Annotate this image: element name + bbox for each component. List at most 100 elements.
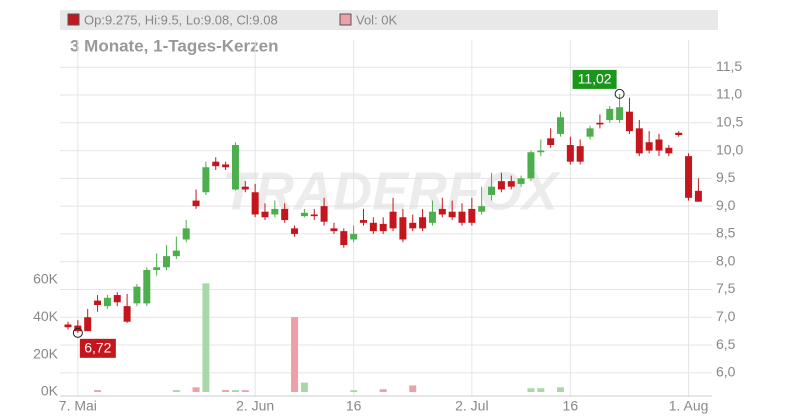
candle-body xyxy=(123,306,131,322)
candle-body xyxy=(458,211,466,223)
legend-price-swatch xyxy=(67,13,80,26)
volume-bar xyxy=(192,387,200,392)
candle-body xyxy=(419,217,427,229)
candle-body xyxy=(507,181,515,187)
candle-body xyxy=(635,128,643,154)
candle-body xyxy=(557,117,564,134)
annotation-label: 6,72 xyxy=(84,340,111,356)
volume-tick-label: 40K xyxy=(33,308,59,324)
candle-body xyxy=(291,228,299,234)
volume-tick-label: 0K xyxy=(41,383,59,399)
candle-body xyxy=(527,152,535,179)
subtitle: 3 Monate, 1-Tages-Kerzen xyxy=(70,36,278,55)
volume-bar xyxy=(300,382,308,392)
volume-bar xyxy=(172,390,180,392)
candle-body xyxy=(399,217,407,240)
annotation-marker xyxy=(72,327,83,338)
y-tick-label: 6,0 xyxy=(716,364,736,380)
volume-bar xyxy=(222,390,230,392)
candle-body xyxy=(645,142,653,151)
candle-body xyxy=(350,233,358,240)
candle-body xyxy=(547,138,555,146)
y-tick-label: 7,5 xyxy=(716,280,736,296)
header-volume: Vol: 0K xyxy=(356,12,398,27)
candle-body xyxy=(655,139,663,151)
y-tick-label: 8,5 xyxy=(716,225,736,241)
candle-body xyxy=(497,181,505,190)
volume-bar xyxy=(231,390,239,392)
header-price: Op:9.275, Hi:9.5, Lo:9.08, Cl:9.08 xyxy=(84,12,278,27)
y-tick-label: 11,0 xyxy=(716,86,742,102)
volume-bar xyxy=(94,390,102,392)
volume-bar xyxy=(202,283,210,392)
y-tick-label: 10,5 xyxy=(716,113,743,129)
candle-body xyxy=(428,211,436,223)
candle-body xyxy=(625,111,633,132)
y-tick-label: 9,5 xyxy=(716,169,736,185)
x-tick-label: 16 xyxy=(563,398,579,414)
candle-body xyxy=(596,122,604,125)
candle-body xyxy=(330,228,338,232)
candle-body xyxy=(468,208,476,223)
x-tick-label: 7. Mai xyxy=(59,398,97,414)
y-tick-label: 10,0 xyxy=(716,141,743,157)
candle-body xyxy=(438,208,446,215)
volume-bar xyxy=(537,388,545,392)
candle-body xyxy=(478,206,486,212)
volume-bar xyxy=(241,390,249,392)
volume-bar xyxy=(409,385,417,392)
candle-body xyxy=(379,223,387,232)
annotation-box xyxy=(79,338,116,358)
candle-body xyxy=(586,128,594,137)
y-tick-label: 11,5 xyxy=(716,58,742,74)
volume-tick-label: 60K xyxy=(33,270,59,286)
candle-body xyxy=(685,156,693,198)
candle-body xyxy=(163,256,170,268)
candle-body xyxy=(340,231,348,246)
candle-body xyxy=(133,286,141,304)
candle-body xyxy=(172,250,180,257)
y-tick-label: 8,0 xyxy=(716,252,736,268)
annotation-box xyxy=(572,69,617,89)
annotation-label: 11,02 xyxy=(578,71,612,87)
x-tick-label: 1. Aug xyxy=(669,398,709,414)
candle-body xyxy=(409,222,417,229)
candle-body xyxy=(675,132,683,136)
candle-body xyxy=(241,186,249,190)
volume-bar xyxy=(350,390,358,392)
y-tick-label: 9,0 xyxy=(716,197,736,213)
candle-body xyxy=(300,212,308,217)
x-tick-label: 2. Jun xyxy=(236,398,274,414)
y-tick-label: 6,5 xyxy=(716,336,736,352)
candle-body xyxy=(566,145,574,162)
candle-body xyxy=(488,186,496,196)
x-tick-label: 16 xyxy=(346,398,362,414)
candle-body xyxy=(389,211,397,229)
watermark: TRADERFOX xyxy=(222,161,561,221)
candle-body xyxy=(537,150,545,153)
candle-body xyxy=(360,220,367,223)
candle-body xyxy=(517,178,525,184)
y-tick-label: 7,0 xyxy=(716,308,736,324)
x-tick-label: 2. Jul xyxy=(455,398,488,414)
candle-body xyxy=(231,145,239,190)
candle-body xyxy=(281,208,289,221)
candle-body xyxy=(212,161,220,167)
candle-body xyxy=(143,270,151,304)
candle-body xyxy=(103,297,111,307)
candle-body xyxy=(694,190,702,202)
candle-body xyxy=(84,317,92,332)
candle-body xyxy=(606,108,614,121)
candle-body xyxy=(251,192,259,215)
candle-body xyxy=(261,211,269,218)
candle-body xyxy=(113,295,121,303)
annotation-marker xyxy=(614,88,625,99)
candle-body xyxy=(616,107,624,121)
header-bar xyxy=(60,10,718,30)
volume-tick-label: 20K xyxy=(33,345,59,361)
candle-body xyxy=(182,228,190,240)
candle-body xyxy=(448,211,456,218)
candle-body xyxy=(94,300,102,306)
volume-bar xyxy=(557,387,564,392)
candle-body xyxy=(665,147,673,154)
